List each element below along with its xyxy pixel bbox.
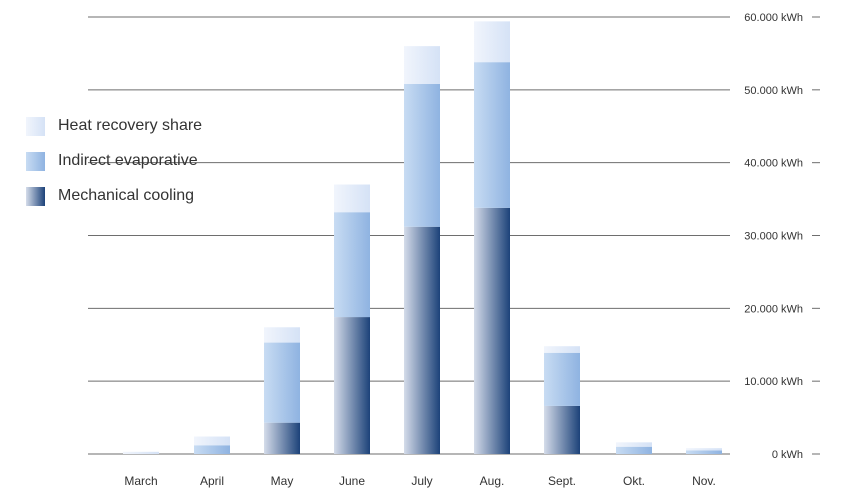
bar-nov-indirect-evaporative	[686, 450, 722, 454]
bar-may-mechanical-cooling	[264, 422, 300, 454]
legend-label-mechanical-cooling: Mechanical cooling	[58, 187, 195, 204]
bar-sept-heat-recovery-share	[544, 346, 580, 353]
legend-item-indirect-evaporative: Indirect evaporative	[26, 151, 202, 171]
bar-april-indirect-evaporative	[194, 445, 230, 454]
legend-item-mechanical-cooling: Mechanical cooling	[26, 186, 202, 206]
bar-june-heat-recovery-share	[334, 184, 370, 213]
x-tick-label-sept: Sept.	[548, 474, 576, 488]
y-tick-label-40000: 40.000 kWh	[744, 158, 803, 170]
y-tick-label-30000: 30.000 kWh	[744, 231, 803, 243]
bar-may-indirect-evaporative	[264, 342, 300, 423]
legend-swatch-indirect-evaporative	[26, 151, 45, 171]
x-tick-label-okt: Okt.	[623, 474, 645, 488]
bar-may-heat-recovery-share	[264, 327, 300, 343]
x-tick-label-aug: Aug.	[480, 474, 505, 488]
bar-july-heat-recovery-share	[404, 46, 440, 85]
y-tick-label-0: 0 kWh	[772, 449, 803, 461]
x-tick-label-june: June	[339, 474, 365, 488]
bar-okt-heat-recovery-share	[616, 442, 652, 447]
bar-aug-indirect-evaporative	[474, 62, 510, 208]
bar-aug-heat-recovery-share	[474, 21, 510, 63]
bar-june-indirect-evaporative	[334, 212, 370, 318]
bar-nov-heat-recovery-share	[686, 448, 722, 451]
x-tick-label-july: July	[411, 474, 432, 488]
bar-april-heat-recovery-share	[194, 436, 230, 446]
x-tick-label-may: May	[271, 474, 294, 488]
bar-march-heat-recovery-share	[123, 451, 159, 454]
bar-sept-indirect-evaporative	[544, 352, 580, 406]
y-tick-label-50000: 50.000 kWh	[744, 85, 803, 97]
chart-legend: Heat recovery share Indirect evaporative…	[26, 116, 202, 221]
bar-july-mechanical-cooling	[404, 226, 440, 454]
bar-sept-mechanical-cooling	[544, 405, 580, 454]
x-tick-label-april: April	[200, 474, 224, 488]
legend-swatch-mechanical-cooling	[26, 186, 45, 206]
legend-item-heat-recovery: Heat recovery share	[26, 116, 202, 136]
x-tick-label-nov: Nov.	[692, 474, 716, 488]
y-tick-label-20000: 20.000 kWh	[744, 303, 803, 315]
bar-okt-indirect-evaporative	[616, 446, 652, 454]
bar-aug-mechanical-cooling	[474, 207, 510, 454]
legend-label-heat-recovery: Heat recovery share	[58, 117, 203, 134]
y-tick-label-60000: 60.000 kWh	[744, 12, 803, 24]
bar-june-mechanical-cooling	[334, 317, 370, 454]
legend-swatch-heat-recovery	[26, 116, 45, 136]
y-tick-label-10000: 10.000 kWh	[744, 376, 803, 388]
legend-label-indirect-evaporative: Indirect evaporative	[58, 152, 198, 169]
bar-july-indirect-evaporative	[404, 84, 440, 227]
x-tick-label-march: March	[124, 474, 157, 488]
